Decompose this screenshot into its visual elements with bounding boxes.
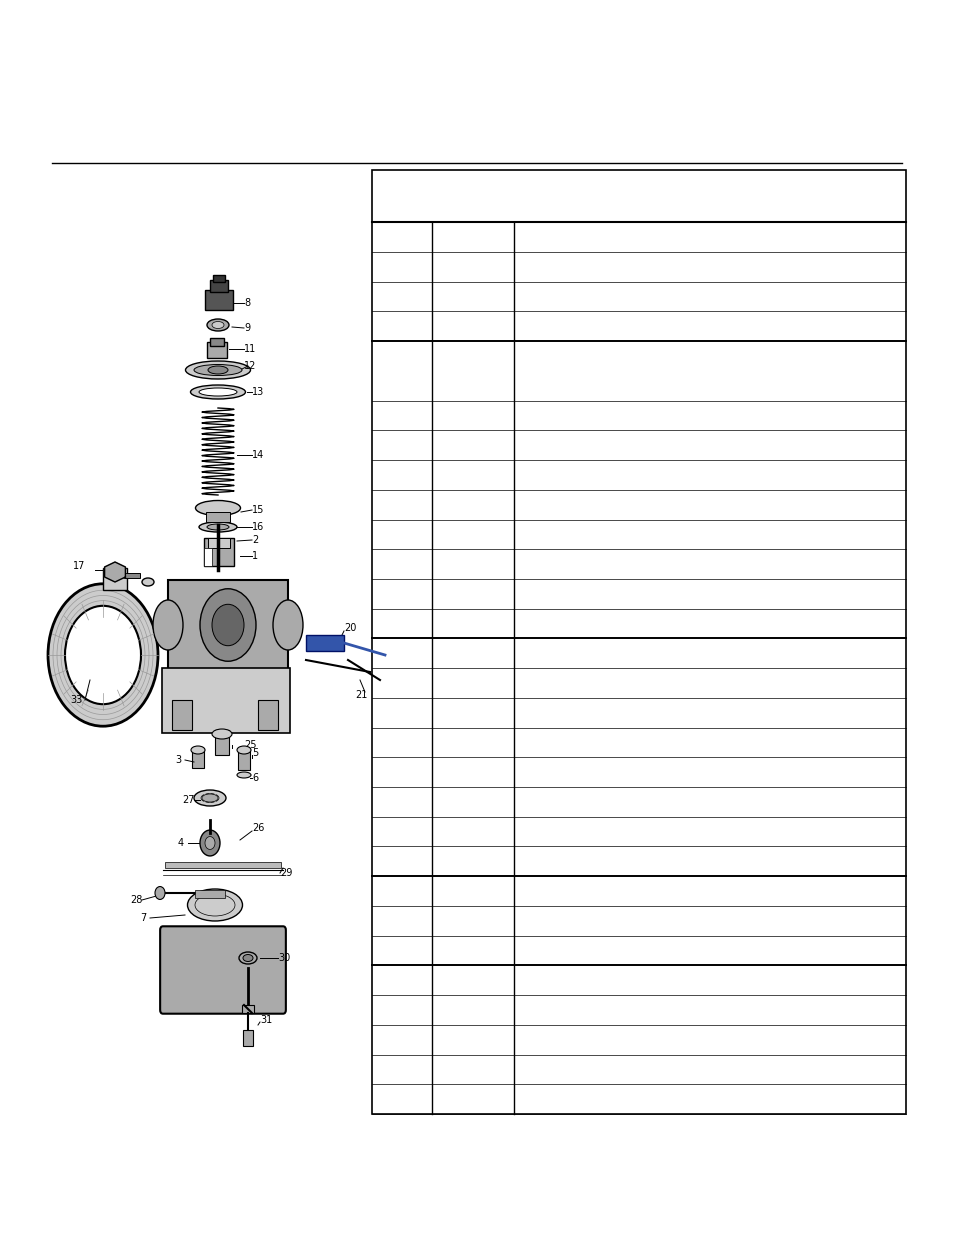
Ellipse shape	[152, 600, 183, 650]
Bar	[372, 170, 905, 1114]
Bar	[206, 513, 230, 522]
Text: 8: 8	[244, 298, 250, 308]
Bar	[208, 538, 230, 548]
Bar	[237, 748, 250, 769]
Text: 4: 4	[178, 839, 184, 848]
Bar	[168, 580, 288, 671]
Ellipse shape	[194, 894, 234, 916]
Text: 29: 29	[280, 868, 292, 878]
Bar	[165, 862, 281, 868]
Bar	[172, 700, 192, 730]
Text: 3: 3	[174, 755, 181, 764]
Text: 25: 25	[244, 740, 256, 750]
Bar	[192, 748, 204, 768]
Text: 31: 31	[260, 1015, 272, 1025]
Text: 7: 7	[140, 913, 146, 923]
Ellipse shape	[195, 500, 240, 515]
Text: 27: 27	[182, 795, 194, 805]
Ellipse shape	[208, 366, 228, 374]
Ellipse shape	[236, 772, 251, 778]
Text: 28: 28	[130, 895, 142, 905]
Circle shape	[65, 606, 141, 704]
Text: 12: 12	[244, 361, 256, 370]
Circle shape	[200, 830, 220, 856]
Ellipse shape	[207, 524, 229, 530]
Text: 1: 1	[252, 551, 258, 561]
Ellipse shape	[193, 364, 242, 375]
Text: 14: 14	[252, 450, 264, 459]
Circle shape	[205, 836, 214, 850]
Bar	[204, 538, 233, 566]
Ellipse shape	[207, 319, 229, 331]
Bar	[214, 730, 229, 755]
Ellipse shape	[191, 746, 205, 755]
Text: 5: 5	[252, 748, 258, 758]
Bar	[213, 275, 225, 282]
Circle shape	[212, 604, 244, 646]
Text: 21: 21	[355, 690, 367, 700]
Ellipse shape	[236, 746, 251, 755]
Ellipse shape	[142, 578, 153, 585]
Bar	[306, 635, 344, 651]
Text: 15: 15	[252, 505, 264, 515]
Text: 33: 33	[70, 695, 82, 705]
Bar	[257, 700, 277, 730]
Text: 6: 6	[252, 773, 258, 783]
Polygon shape	[105, 562, 125, 582]
Ellipse shape	[199, 522, 236, 532]
Bar	[162, 668, 290, 734]
Bar	[242, 1005, 253, 1013]
Text: 13: 13	[252, 387, 264, 396]
Text: 16: 16	[252, 522, 264, 532]
Circle shape	[48, 584, 158, 726]
Text: 30: 30	[277, 953, 290, 963]
Ellipse shape	[191, 385, 245, 399]
Ellipse shape	[185, 361, 251, 379]
Bar	[207, 342, 227, 358]
Ellipse shape	[188, 889, 242, 921]
Ellipse shape	[199, 388, 236, 396]
Ellipse shape	[239, 952, 256, 965]
Bar	[194, 890, 225, 898]
Circle shape	[200, 589, 255, 661]
Text: 20: 20	[344, 622, 356, 634]
Bar	[205, 290, 233, 310]
Ellipse shape	[202, 794, 218, 802]
Bar	[120, 573, 140, 578]
Bar	[210, 280, 228, 291]
Text: 26: 26	[252, 823, 264, 832]
Ellipse shape	[193, 790, 226, 806]
Text: 17: 17	[73, 561, 85, 571]
Bar	[103, 568, 127, 590]
Bar	[204, 548, 212, 566]
Ellipse shape	[273, 600, 303, 650]
Bar	[210, 338, 224, 346]
Ellipse shape	[212, 321, 224, 329]
Bar	[243, 1030, 253, 1046]
Text: 9: 9	[244, 324, 250, 333]
Text: 2: 2	[252, 535, 258, 545]
Text: 11: 11	[244, 345, 256, 354]
FancyBboxPatch shape	[160, 926, 286, 1014]
Ellipse shape	[243, 955, 253, 962]
Circle shape	[154, 887, 165, 899]
Ellipse shape	[212, 729, 232, 739]
